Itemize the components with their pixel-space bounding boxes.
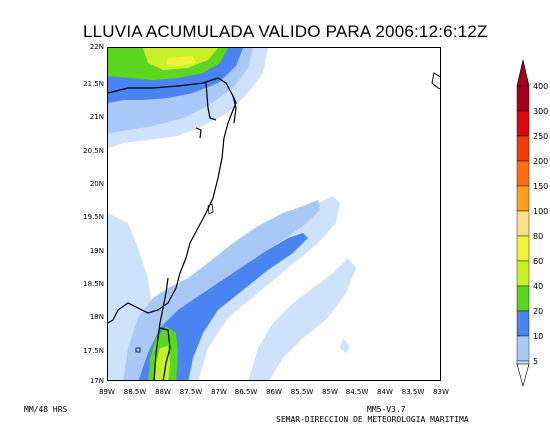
lat-label-20-5n: 20.5N xyxy=(83,147,104,155)
colorbar-bin-40 xyxy=(516,285,530,312)
lat-label-21-5n: 21.5N xyxy=(83,80,104,88)
colorbar-label-20: 20 xyxy=(533,307,544,316)
lon-label-85w: 85W xyxy=(322,388,338,396)
lat-label-22n: 22N xyxy=(89,43,104,51)
colorbar-label-250: 250 xyxy=(533,132,549,141)
lat-label-18n: 18N xyxy=(89,313,104,321)
colorbar-bin-300 xyxy=(516,110,530,137)
colorbar-bin-5 xyxy=(516,360,530,365)
colorbar-bin-150 xyxy=(516,185,530,212)
colorbar-bottom-arrow xyxy=(516,363,530,388)
lon-label-85-5w: 85.5W xyxy=(290,388,314,396)
colorbar-bin-20 xyxy=(516,310,530,337)
colorbar-bin-80 xyxy=(516,235,530,262)
colorbar-bin-400 xyxy=(516,85,530,112)
colorbar-label-10: 10 xyxy=(533,332,544,341)
lon-label-88w: 88W xyxy=(155,388,171,396)
lat-label-18-5n: 18.5N xyxy=(83,280,104,288)
lon-label-88-5w: 88.5W xyxy=(123,388,147,396)
footer-period: MM/48 HRS xyxy=(24,405,68,414)
rain-field-80-100 xyxy=(166,56,196,66)
colorbar-label-60: 60 xyxy=(533,257,544,266)
lon-label-87-5w: 87.5W xyxy=(179,388,203,396)
map-canvas xyxy=(108,48,440,380)
footer-model: MM5-V3.7 xyxy=(367,405,406,414)
colorbar-label-300: 300 xyxy=(533,107,549,116)
lon-label-84-5w: 84.5W xyxy=(345,388,369,396)
lat-label-17-5n: 17.5N xyxy=(83,347,104,355)
colorbar-bin-10 xyxy=(516,335,530,362)
lat-label-21n: 21N xyxy=(89,113,104,121)
lon-label-86-5w: 86.5W xyxy=(234,388,258,396)
precipitation-map xyxy=(107,47,441,381)
colorbar-bin-60 xyxy=(516,260,530,287)
lon-label-83-5w: 83.5W xyxy=(401,388,425,396)
lat-label-17n: 17N xyxy=(89,377,104,385)
cuba-coastline xyxy=(431,72,440,90)
colorbar xyxy=(516,59,530,388)
islands xyxy=(135,203,214,353)
colorbar-bin-100 xyxy=(516,210,530,237)
colorbar-label-200: 200 xyxy=(533,157,549,166)
lat-label-20n: 20N xyxy=(89,180,104,188)
colorbar-bin-200 xyxy=(516,160,530,187)
footer-agency: SEMAR-DIRECCION DE METEOROLOGIA MARITIMA xyxy=(276,415,469,424)
lon-label-87w: 87W xyxy=(211,388,227,396)
lat-label-19-5n: 19.5N xyxy=(83,213,104,221)
colorbar-label-40: 40 xyxy=(533,282,544,291)
colorbar-label-100: 100 xyxy=(533,207,549,216)
coastline xyxy=(108,77,237,380)
colorbar-label-80: 80 xyxy=(533,232,544,241)
colorbar-label-400: 400 xyxy=(533,82,549,91)
colorbar-label-5: 5 xyxy=(533,357,539,366)
lon-label-83w: 83W xyxy=(433,388,449,396)
lon-label-89w: 89W xyxy=(99,388,115,396)
lon-label-86w: 86W xyxy=(266,388,282,396)
lat-label-19n: 19N xyxy=(89,247,104,255)
colorbar-bin-250 xyxy=(516,135,530,162)
lon-label-84w: 84W xyxy=(377,388,393,396)
colorbar-label-150: 150 xyxy=(533,182,549,191)
map-title: LLUVIA ACUMULADA VALIDO PARA 2006:12:6:1… xyxy=(83,22,488,41)
colorbar-top-arrow xyxy=(516,59,530,87)
